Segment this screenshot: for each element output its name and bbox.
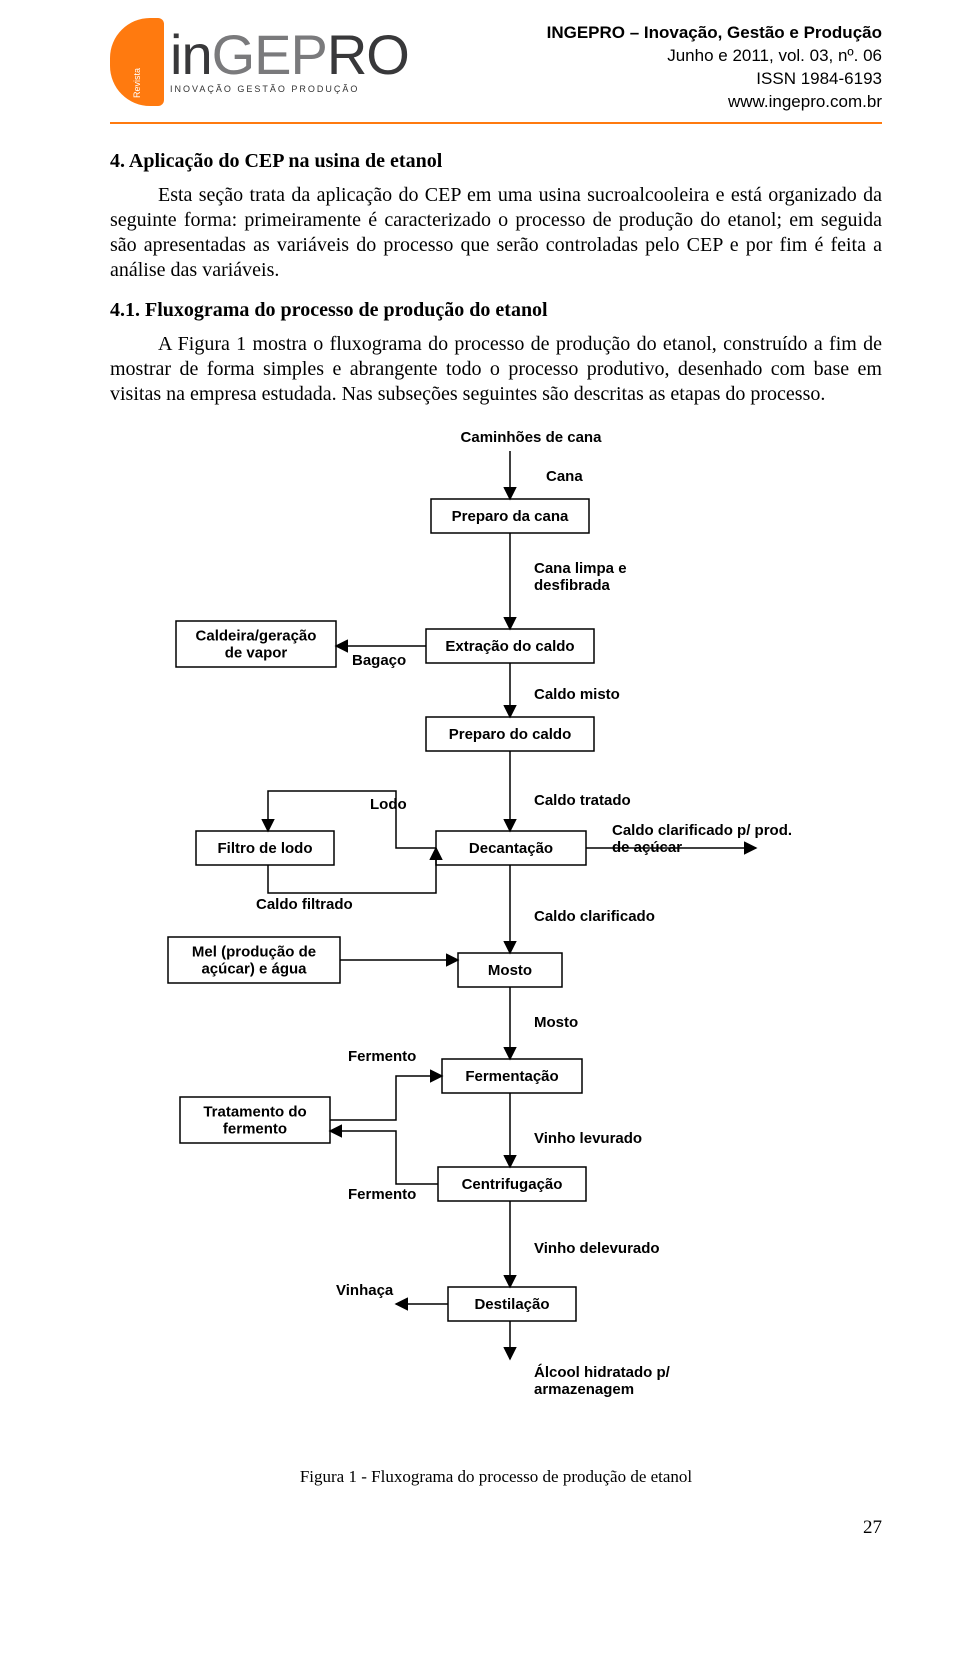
svg-text:Tratamento do: Tratamento do [203, 1103, 306, 1120]
logo-revista: Revista [132, 68, 142, 98]
svg-text:Caldo tratado: Caldo tratado [534, 792, 631, 809]
svg-text:Preparo do caldo: Preparo do caldo [449, 726, 572, 743]
logo-badge: Revista [110, 18, 164, 106]
svg-text:Caminhões de cana: Caminhões de cana [461, 429, 603, 446]
figure-caption: Figura 1 - Fluxograma do processo de pro… [110, 1467, 882, 1487]
svg-text:Cana: Cana [546, 468, 583, 485]
logo-wordmark: inGEPRO [170, 30, 409, 80]
svg-text:Lodo: Lodo [370, 796, 407, 813]
subsection-heading: 4.1. Fluxograma do processo de produção … [110, 299, 882, 322]
header-rule [110, 122, 882, 124]
svg-text:Fermentação: Fermentação [465, 1068, 558, 1085]
svg-text:Filtro de lodo: Filtro de lodo [218, 840, 313, 857]
svg-text:Preparo da cana: Preparo da cana [452, 508, 569, 525]
svg-text:Mosto: Mosto [534, 1014, 578, 1031]
flowchart: Caminhões de cana Preparo da cana Caldeira… [136, 423, 856, 1453]
svg-text:desfibrada: desfibrada [534, 577, 611, 594]
svg-text:Fermento: Fermento [348, 1186, 416, 1203]
logo-text: inGEPRO INOVAÇÃO GESTÃO PRODUÇÃO [170, 30, 409, 94]
svg-text:Vinho delevurado: Vinho delevurado [534, 1240, 660, 1257]
issn: ISSN 1984-6193 [547, 68, 882, 91]
svg-text:Cana limpa e: Cana limpa e [534, 560, 627, 577]
svg-text:de açúcar: de açúcar [612, 839, 682, 856]
svg-text:Caldo misto: Caldo misto [534, 686, 620, 703]
page-header: Revista inGEPRO INOVAÇÃO GESTÃO PRODUÇÃO… [110, 18, 882, 114]
svg-text:Caldo clarificado p/ prod.: Caldo clarificado p/ prod. [612, 822, 792, 839]
journal-title: INGEPRO – Inovação, Gestão e Produção [547, 22, 882, 45]
para-2: A Figura 1 mostra o fluxograma do proces… [110, 332, 882, 407]
svg-text:Destilação: Destilação [474, 1296, 549, 1313]
issue-line2: Junho e 2011, vol. 03, nº. 06 [547, 45, 882, 68]
svg-text:açúcar) e água: açúcar) e água [201, 960, 307, 977]
url: www.ingepro.com.br [547, 91, 882, 114]
svg-text:Álcool hidratado p/: Álcool hidratado p/ [534, 1364, 671, 1381]
svg-text:Caldeira/geração: Caldeira/geração [196, 627, 317, 644]
svg-text:Decantação: Decantação [469, 840, 553, 857]
svg-text:Caldo clarificado: Caldo clarificado [534, 908, 655, 925]
svg-text:de vapor: de vapor [225, 644, 288, 661]
svg-text:armazenagem: armazenagem [534, 1381, 634, 1398]
svg-text:Fermento: Fermento [348, 1048, 416, 1065]
page-number: 27 [110, 1517, 882, 1539]
svg-text:fermento: fermento [223, 1120, 287, 1137]
svg-text:Bagaço: Bagaço [352, 652, 406, 669]
para-1: Esta seção trata da aplicação do CEP em … [110, 183, 882, 283]
svg-text:Centrifugação: Centrifugação [462, 1176, 563, 1193]
svg-text:Vinho levurado: Vinho levurado [534, 1130, 642, 1147]
svg-text:Caldo filtrado: Caldo filtrado [256, 896, 353, 913]
svg-text:Extração do caldo: Extração do caldo [445, 638, 574, 655]
svg-text:Mel (produção de: Mel (produção de [192, 943, 316, 960]
section-heading: 4. Aplicação do CEP na usina de etanol [110, 150, 882, 173]
logo: Revista inGEPRO INOVAÇÃO GESTÃO PRODUÇÃO [110, 18, 409, 106]
issue-block: INGEPRO – Inovação, Gestão e Produção Ju… [547, 22, 882, 114]
svg-text:Vinhaça: Vinhaça [336, 1282, 394, 1299]
svg-text:Mosto: Mosto [488, 962, 532, 979]
